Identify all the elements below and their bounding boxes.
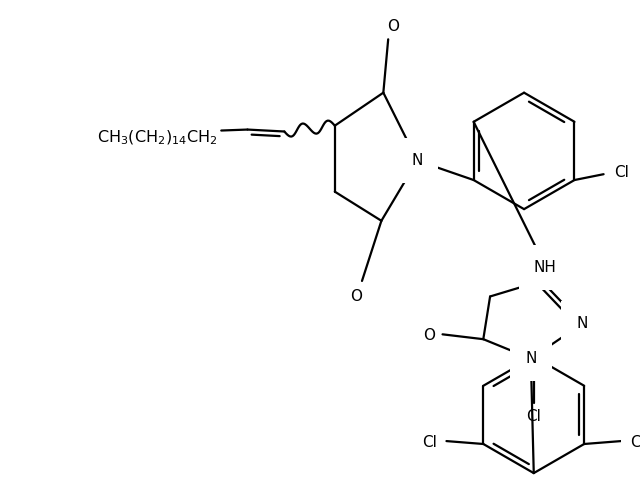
Text: Cl: Cl (614, 165, 628, 180)
Text: NH: NH (534, 260, 557, 275)
Text: O: O (423, 328, 435, 343)
Text: N: N (577, 316, 588, 331)
Text: CH$_3$(CH$_2$)$_{14}$CH$_2$: CH$_3$(CH$_2$)$_{14}$CH$_2$ (97, 129, 218, 147)
Text: O: O (387, 19, 399, 34)
Text: Cl: Cl (526, 409, 541, 424)
Text: Cl: Cl (630, 434, 640, 450)
Text: N: N (525, 351, 536, 366)
Text: O: O (350, 289, 362, 304)
Text: N: N (412, 153, 423, 168)
Text: Cl: Cl (422, 434, 437, 450)
